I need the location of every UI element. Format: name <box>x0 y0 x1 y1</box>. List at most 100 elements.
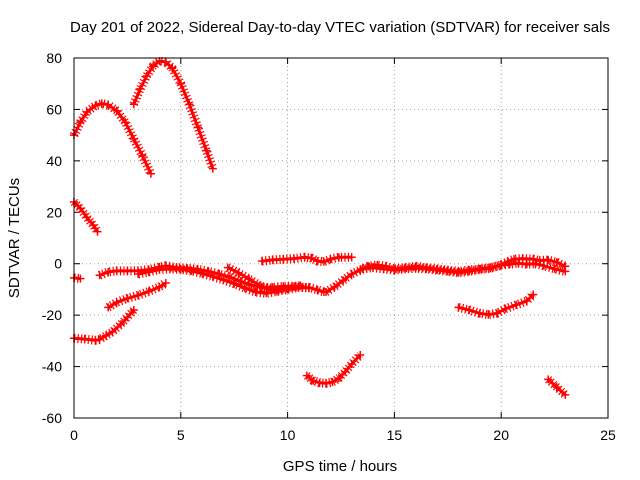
data-point <box>155 282 164 291</box>
y-tick-label: -60 <box>42 410 62 426</box>
data-point <box>561 267 570 276</box>
data-point <box>129 306 138 314</box>
data-point <box>290 254 299 263</box>
data-point <box>443 267 452 276</box>
data-point <box>505 260 514 269</box>
data-point <box>552 258 561 267</box>
data-point <box>112 298 121 307</box>
data-point <box>104 267 113 276</box>
data-point <box>193 123 202 132</box>
data-point <box>422 264 431 273</box>
series-arc-8 <box>104 279 170 312</box>
data-point <box>236 277 245 286</box>
data-point <box>89 221 98 230</box>
data-point <box>307 254 316 263</box>
x-tick-label: 15 <box>387 427 403 443</box>
data-point <box>97 99 106 108</box>
data-point <box>144 267 153 276</box>
data-point <box>347 270 356 278</box>
data-point <box>379 264 388 273</box>
x-tick-label: 10 <box>280 427 296 443</box>
data-point <box>475 265 484 274</box>
data-point <box>313 285 322 294</box>
data-point <box>347 253 356 262</box>
data-point <box>411 264 420 273</box>
data-point <box>93 227 102 236</box>
data-point <box>91 101 100 110</box>
series-arc-1 <box>69 99 155 178</box>
data-point <box>512 300 521 309</box>
data-point <box>326 255 335 264</box>
y-tick-label: 0 <box>54 256 62 272</box>
data-point <box>390 266 399 275</box>
data-point <box>116 320 125 329</box>
data-point <box>168 64 177 73</box>
data-point <box>161 279 170 287</box>
data-point <box>240 284 249 293</box>
data-point <box>266 285 275 294</box>
data-series <box>69 56 570 399</box>
y-tick-label: 60 <box>46 101 62 117</box>
data-point <box>529 290 538 299</box>
data-point <box>279 255 288 264</box>
data-point <box>134 270 143 278</box>
data-point <box>91 336 100 345</box>
data-point <box>155 265 164 274</box>
series-arc-2 <box>129 56 218 173</box>
data-point <box>108 327 117 336</box>
y-tick-label: 40 <box>46 153 62 169</box>
data-point <box>561 390 570 399</box>
data-point <box>198 269 207 278</box>
data-point <box>454 303 463 312</box>
data-point <box>255 281 264 290</box>
data-point <box>136 84 145 93</box>
data-point <box>347 360 356 368</box>
data-point <box>328 378 337 386</box>
data-point <box>76 118 85 127</box>
data-point <box>251 288 260 296</box>
data-point <box>123 294 132 303</box>
data-point <box>304 283 313 292</box>
data-point <box>176 265 185 274</box>
data-point <box>149 62 158 71</box>
series-arc-4 <box>70 273 85 284</box>
data-point <box>230 279 239 288</box>
data-point <box>401 264 410 273</box>
data-point <box>322 288 331 296</box>
data-point <box>112 266 121 275</box>
series-arc-9 <box>70 306 138 345</box>
data-point <box>104 303 113 312</box>
data-point <box>208 272 217 281</box>
data-point <box>104 100 113 109</box>
data-point <box>277 285 286 294</box>
data-point <box>142 72 151 80</box>
x-tick-label: 20 <box>493 427 509 443</box>
series-line <box>132 59 215 170</box>
chart-title: Day 201 of 2022, Sidereal Day-to-day VTE… <box>70 19 610 36</box>
data-point <box>121 118 130 127</box>
data-point <box>539 261 548 270</box>
data-point <box>497 261 506 269</box>
axis-ticks <box>73 57 609 419</box>
y-tick-label: 80 <box>46 50 62 66</box>
data-point <box>146 169 155 178</box>
series-arc-12 <box>358 258 570 278</box>
data-point <box>322 379 331 388</box>
data-point <box>76 274 85 283</box>
y-tick-label: -40 <box>42 359 62 375</box>
data-point <box>510 255 519 264</box>
data-point <box>309 376 318 385</box>
data-point <box>245 275 254 284</box>
data-point <box>501 304 510 313</box>
data-point <box>134 291 143 300</box>
data-point <box>176 79 185 88</box>
data-point <box>144 287 153 296</box>
data-point <box>330 282 339 291</box>
data-point <box>433 266 442 275</box>
data-point <box>369 263 378 272</box>
y-tick-label: 20 <box>46 204 62 220</box>
grid <box>74 58 608 418</box>
plot-frame <box>73 57 609 419</box>
series-line <box>72 102 153 175</box>
x-tick-label: 0 <box>70 427 78 443</box>
